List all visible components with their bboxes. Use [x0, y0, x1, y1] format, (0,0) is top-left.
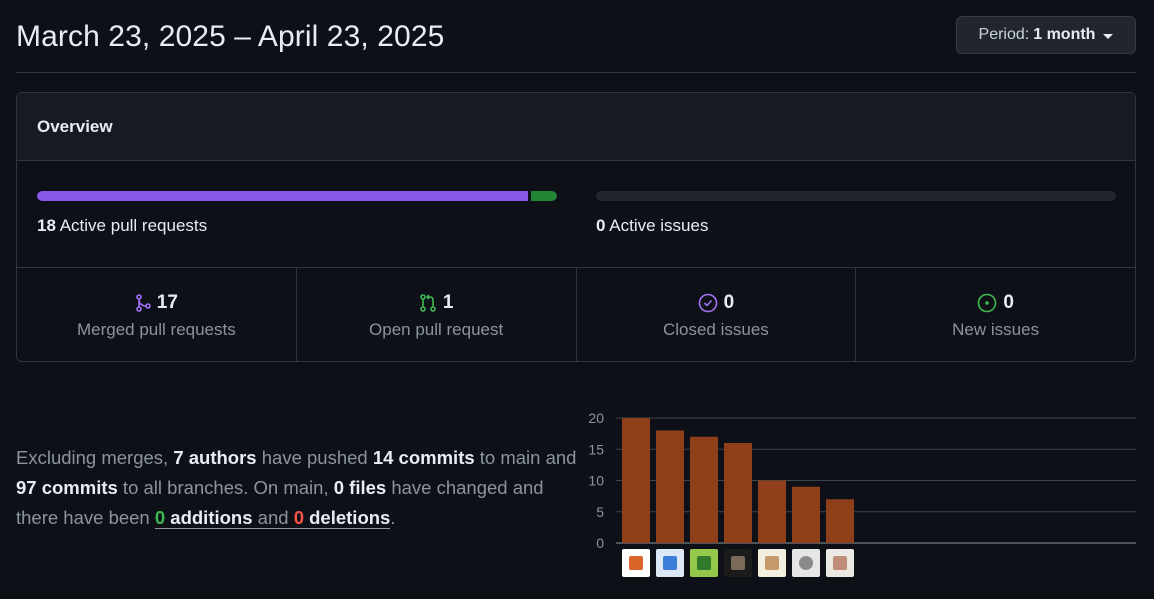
files-changed: 0 files	[333, 477, 387, 498]
active-issues-count: 0	[596, 216, 606, 235]
issues-progress-bar[interactable]	[596, 191, 1116, 201]
summary-text: .	[390, 507, 396, 528]
date-range-title: March 23, 2025 – April 23, 2025	[16, 20, 445, 53]
y-tick-label: 5	[596, 504, 604, 520]
additions-count: 0	[154, 507, 166, 528]
y-tick-label: 10	[588, 473, 604, 489]
active-issues-label: Active issues	[609, 216, 709, 235]
commit-bar[interactable]	[724, 443, 752, 543]
author-avatar[interactable]	[724, 549, 752, 577]
avatar-image	[629, 556, 643, 570]
active-pull-requests-link[interactable]: 18 Active pull requests	[37, 216, 207, 236]
page-header: March 23, 2025 – April 23, 2025 Period: …	[16, 0, 1136, 73]
merged-label: Merged pull requests	[76, 320, 236, 339]
author-avatar[interactable]	[690, 549, 718, 577]
pull-request-icon	[420, 294, 436, 312]
closed-issues-label: Closed issues	[662, 320, 769, 339]
avatar-image	[697, 556, 711, 570]
commits-main: 14 commits	[372, 447, 475, 468]
summary-text: to main and	[474, 447, 577, 468]
caret-down-icon	[1103, 33, 1114, 39]
author-avatar[interactable]	[656, 549, 684, 577]
y-tick-label: 15	[588, 441, 604, 457]
summary-text: have pushed	[256, 447, 373, 468]
deletions-word: deletions	[309, 507, 391, 528]
additions-deletions-link[interactable]: 0 additions and 0 deletions	[154, 507, 391, 529]
additions-word: additions	[170, 507, 253, 528]
author-avatar[interactable]	[826, 549, 854, 577]
period-label: Period:	[978, 26, 1030, 43]
commit-bar[interactable]	[690, 436, 718, 543]
active-pr-label: Active pull requests	[59, 216, 208, 235]
merged-count: 17	[156, 292, 178, 313]
stat-new-issues[interactable]: 0 New issues	[856, 268, 1135, 361]
period-value: 1 month	[1033, 26, 1096, 43]
activity-bars: 18 Active pull requests 0 Active issues	[17, 161, 1135, 268]
active-pr-count: 18	[37, 216, 56, 235]
summary-text: to all branches. On main,	[117, 477, 334, 498]
open-segment	[530, 191, 557, 201]
commits-all: 97 commits	[16, 477, 118, 498]
avatar-image	[731, 556, 745, 570]
commit-bar[interactable]	[758, 480, 786, 544]
active-issues-link[interactable]: 0 Active issues	[596, 216, 708, 236]
overview-panel: Overview 18 Active pull requests 0 Activ…	[16, 92, 1136, 362]
new-issues-count: 0	[1003, 292, 1014, 313]
overview-title: Overview	[17, 93, 1135, 161]
pull-requests-progress-bar[interactable]	[37, 191, 557, 201]
y-tick-label: 0	[596, 535, 604, 551]
commit-bar[interactable]	[826, 499, 854, 543]
and-word: and	[257, 507, 289, 528]
commit-bar[interactable]	[792, 486, 820, 543]
new-issues-label: New issues	[952, 320, 1040, 339]
closed-issues-count: 0	[723, 292, 735, 313]
commit-bar[interactable]	[622, 418, 650, 543]
merge-icon	[135, 294, 151, 312]
author-avatar[interactable]	[792, 549, 820, 577]
stats-row: 17 Merged pull requests 1 Open pull requ…	[17, 268, 1135, 361]
avatar-image	[765, 556, 779, 570]
commits-by-author-chart: 0 5 10 15 20	[588, 410, 1136, 551]
period-dropdown-button[interactable]: Period: 1 month	[956, 16, 1136, 54]
avatar-image	[833, 556, 847, 570]
author-avatar[interactable]	[622, 549, 650, 577]
summary-text: Excluding merges,	[16, 447, 174, 468]
merged-segment	[37, 191, 528, 201]
deletions-count: 0	[293, 507, 304, 528]
y-tick-label: 20	[588, 410, 604, 426]
summary-text: have changed and there have been	[16, 477, 544, 528]
stat-closed-issues[interactable]: 0 Closed issues	[577, 268, 857, 361]
authors-count: 7 authors	[173, 447, 257, 468]
issue-opened-icon	[978, 293, 997, 313]
open-pr-label: Open pull request	[369, 320, 504, 339]
author-avatar[interactable]	[758, 549, 786, 577]
open-pr-count: 1	[442, 292, 454, 313]
stat-open-pull-request[interactable]: 1 Open pull request	[297, 268, 577, 361]
avatar-image	[663, 556, 677, 570]
issue-closed-icon	[698, 293, 717, 313]
commit-bar[interactable]	[656, 430, 684, 544]
commit-summary-text: Excluding merges, 7 authors have pushed …	[16, 443, 581, 533]
stat-merged-pull-requests[interactable]: 17 Merged pull requests	[17, 268, 297, 361]
avatar-image	[799, 556, 813, 570]
